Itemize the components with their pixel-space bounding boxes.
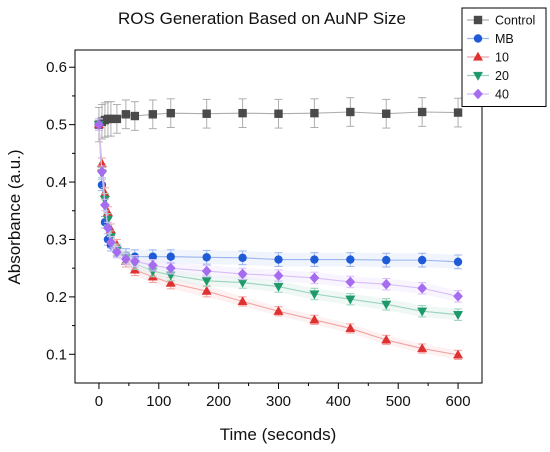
data-point <box>165 262 176 274</box>
data-point <box>381 300 392 310</box>
data-point <box>274 109 283 118</box>
data-point <box>310 108 319 118</box>
data-point <box>309 314 320 324</box>
x-tick-label: 500 <box>386 393 411 410</box>
data-point <box>453 290 464 302</box>
data-point <box>417 107 427 117</box>
data-point <box>346 107 355 117</box>
legend-marker <box>472 71 484 81</box>
x-tick-label: 300 <box>266 393 291 410</box>
data-point <box>273 305 284 315</box>
data-point <box>121 110 131 119</box>
data-point <box>166 108 175 118</box>
data-point <box>166 252 175 261</box>
y-tick-label: 0.1 <box>46 346 67 363</box>
y-tick-label: 0.3 <box>46 231 67 248</box>
legend: Control MB 10 20 40 <box>461 7 547 107</box>
series-mb <box>94 118 463 270</box>
series-40 <box>93 118 464 303</box>
series-error-band <box>98 118 459 269</box>
series-10 <box>93 118 464 360</box>
data-point <box>202 109 211 118</box>
chart-title: ROS Generation Based on AuNP Size <box>118 9 406 28</box>
data-point <box>165 277 176 287</box>
data-point <box>381 278 392 290</box>
data-point <box>345 323 356 333</box>
data-point <box>201 285 212 295</box>
data-point <box>129 255 140 267</box>
data-point <box>237 296 248 306</box>
legend-label: 20 <box>495 69 509 83</box>
data-point <box>112 114 122 124</box>
data-point <box>417 343 428 353</box>
data-point <box>201 277 212 287</box>
data-point <box>106 114 116 124</box>
x-tick-label: 100 <box>146 393 171 410</box>
data-point <box>148 110 158 119</box>
data-point <box>102 215 113 225</box>
data-point <box>147 259 158 271</box>
data-point <box>273 282 284 292</box>
y-axis-label: Absorbance (a.u.) <box>5 149 24 284</box>
data-point <box>130 111 140 121</box>
x-tick-label: 600 <box>446 393 471 410</box>
data-point <box>309 272 320 284</box>
legend-label: 40 <box>495 88 509 102</box>
data-point <box>120 253 131 265</box>
data-point <box>105 236 116 248</box>
data-point <box>417 255 427 265</box>
x-axis-label: Time (seconds) <box>220 425 337 444</box>
data-point <box>93 119 104 131</box>
x-tick-label: 400 <box>326 393 351 410</box>
data-point <box>148 252 158 261</box>
data-point <box>102 222 113 234</box>
data-point <box>310 255 319 264</box>
data-point <box>111 246 122 258</box>
axes-layer: 0.1 0.2 0.3 0.4 0.5 0.6 0 100 200 300 400 500 600 <box>46 59 470 410</box>
data-point <box>345 276 356 288</box>
data-point <box>382 255 391 265</box>
data-point <box>274 255 283 264</box>
series-line <box>98 124 459 263</box>
legend-label: Control <box>495 14 535 28</box>
data-point <box>238 253 247 263</box>
data-point <box>382 109 391 118</box>
x-tick-label: 200 <box>206 393 231 410</box>
data-point <box>417 282 428 294</box>
series-control <box>94 97 463 143</box>
plot-layer <box>93 97 464 360</box>
series-line <box>98 124 459 356</box>
series-error-band <box>98 118 459 360</box>
legend-marker <box>473 15 483 25</box>
y-tick-label: 0.6 <box>46 59 67 76</box>
y-tick-label: 0.5 <box>46 117 67 134</box>
data-point <box>453 311 464 321</box>
data-point <box>99 199 110 211</box>
data-point <box>346 255 355 264</box>
data-point <box>273 270 284 282</box>
legend-marker <box>473 88 483 100</box>
legend-label: 10 <box>495 51 509 65</box>
data-point <box>96 166 107 178</box>
y-tick-label: 0.2 <box>46 289 67 306</box>
legend-marker <box>473 34 483 43</box>
legend-label: MB <box>495 32 514 46</box>
data-point <box>417 307 428 317</box>
y-tick-label: 0.4 <box>46 174 67 191</box>
plot-inner <box>93 97 464 360</box>
data-point <box>238 108 247 118</box>
data-point <box>237 268 248 280</box>
data-point <box>201 265 212 277</box>
data-point <box>381 334 392 344</box>
data-point <box>453 257 463 267</box>
data-point <box>453 108 463 117</box>
data-point <box>345 295 356 305</box>
data-point <box>309 290 320 300</box>
data-point <box>202 253 211 262</box>
x-tick-label: 0 <box>95 393 103 410</box>
data-point <box>453 349 464 359</box>
legend-marker <box>472 51 484 61</box>
